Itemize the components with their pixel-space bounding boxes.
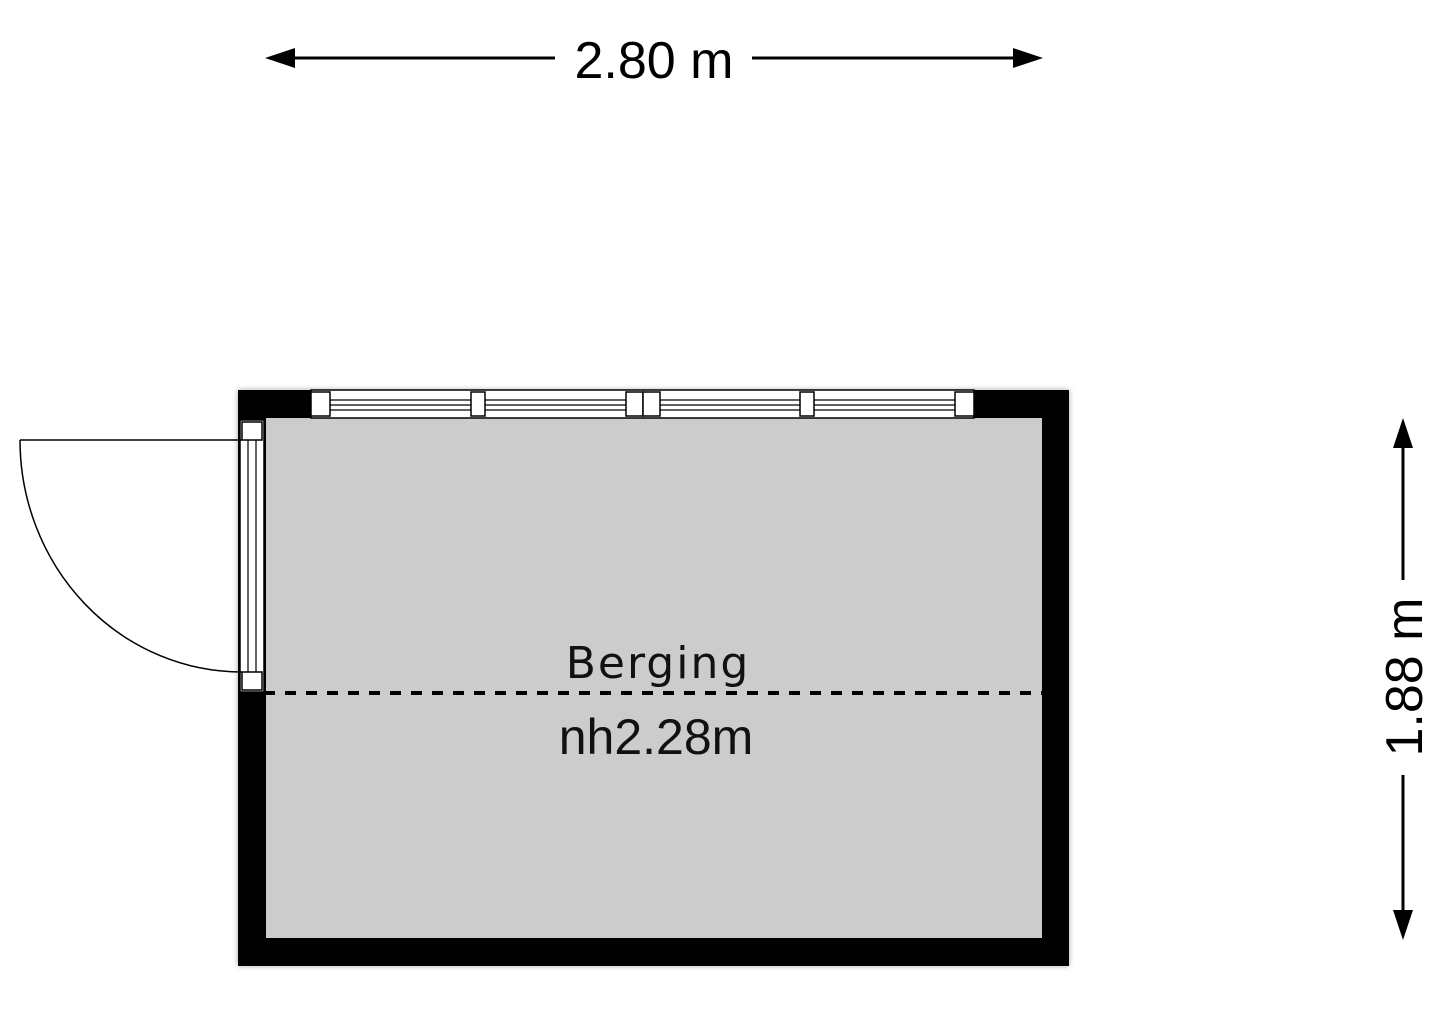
room-berging [238, 390, 1069, 966]
room-name-label: Berging [566, 638, 751, 689]
width-dimension: 2.80 m [265, 32, 1043, 90]
arrow-down-icon [1393, 910, 1413, 940]
room-height-label: nh2.28m [559, 709, 754, 765]
arrow-left-icon [265, 48, 295, 68]
door-swing-arc [19, 439, 243, 673]
arrow-up-icon [1393, 418, 1413, 448]
left-door [19, 419, 265, 693]
arrow-right-icon [1013, 48, 1043, 68]
depth-dimension: 1.88 m [1376, 418, 1434, 940]
top-window [310, 389, 975, 419]
room-floor [266, 418, 1042, 938]
width-dimension-label: 2.80 m [575, 32, 734, 90]
depth-dimension-label: 1.88 m [1376, 598, 1434, 757]
